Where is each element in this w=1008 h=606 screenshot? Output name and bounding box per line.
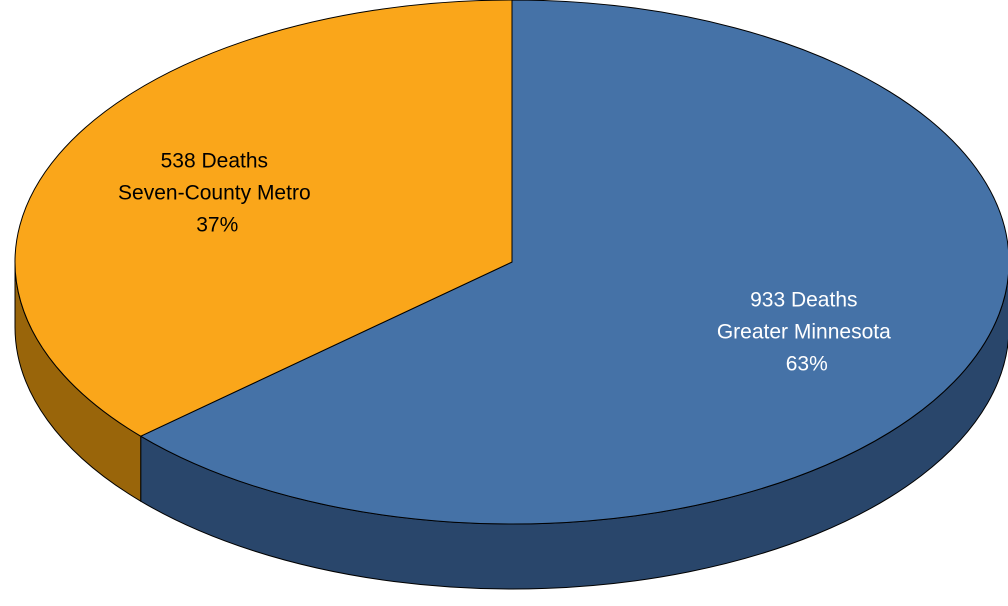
pie-slice-greater-minnesota <box>139 0 1008 525</box>
slice-label-line: 538 Deaths <box>161 149 268 172</box>
pie-slices <box>14 0 1008 525</box>
slice-label-greater-minnesota: 933 Deaths Greater Minnesota 63% <box>717 289 897 376</box>
slice-label-seven-county-metro: 538 Deaths Seven-County Metro 37% <box>118 149 316 236</box>
slice-label-line: Greater Minnesota <box>717 321 891 344</box>
pie-labels: 933 Deaths Greater Minnesota 63% 538 Dea… <box>118 149 897 376</box>
slice-label-line: 37% <box>196 213 238 236</box>
pie-slice-seven-county-metro <box>14 0 513 437</box>
slice-label-line: Seven-County Metro <box>118 181 311 204</box>
slice-label-line: 933 Deaths <box>750 289 857 312</box>
slice-label-line: 63% <box>786 353 828 376</box>
